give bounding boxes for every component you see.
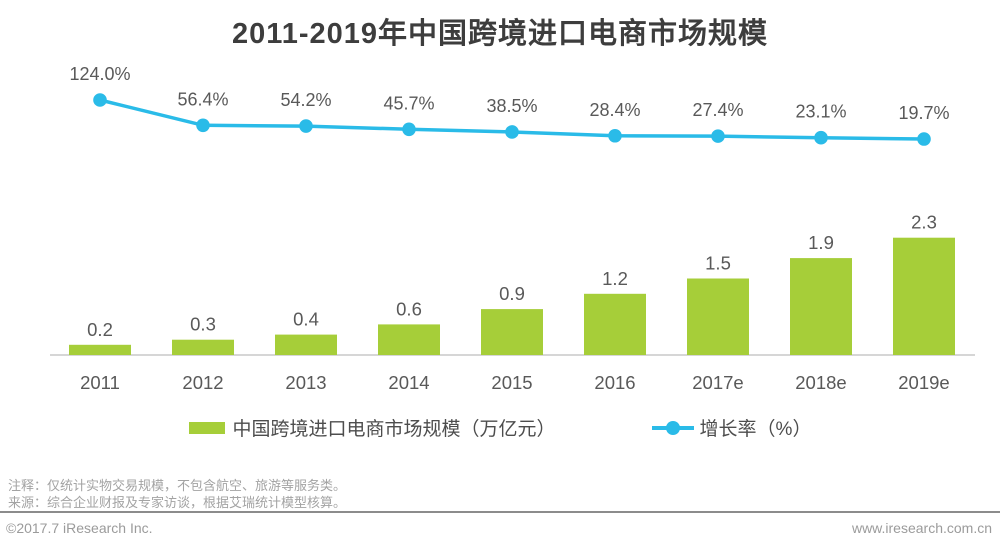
line-point-marker: [814, 130, 828, 145]
line-point-label: 28.4%: [589, 100, 640, 120]
bar: [893, 237, 955, 355]
x-axis-tick-label: 2017e: [692, 372, 743, 393]
note-line-2: 来源：综合企业财报及专家访谈，根据艾瑞统计模型核算。: [8, 495, 347, 510]
copyright-text: ©2017.7 iResearch Inc.: [6, 520, 153, 536]
line-point-label: 45.7%: [383, 93, 434, 113]
legend-item-bar-series: 中国跨境进口电商市场规模（万亿元）: [188, 414, 556, 441]
legend-bar-label: 中国跨境进口电商市场规模（万亿元）: [232, 419, 556, 440]
line-point-label: 56.4%: [177, 89, 228, 109]
line-point-marker: [608, 128, 622, 143]
bar: [790, 258, 852, 355]
note-line-1: 注释：仅统计实物交易规模，不包含航空、旅游等服务类。: [8, 478, 347, 493]
combo-chart-svg: 0.2 2011 0.3 2012 0.4 2013 0.6 2014 0.9 2015 1.2 20…: [50, 64, 975, 393]
line-point-marker: [299, 119, 313, 133]
bar: [275, 334, 337, 355]
line-point-label: 23.1%: [795, 102, 846, 122]
bar-value-label: 1.2: [602, 268, 628, 289]
x-axis-tick-label: 2016: [594, 372, 635, 393]
chart-area: 0.2 2011 0.3 2012 0.4 2013 0.6 2014 0.9 2015 1.2 20…: [50, 64, 975, 393]
bar: [481, 309, 543, 355]
x-axis-tick-label: 2011: [80, 372, 120, 393]
bar-value-label: 1.5: [705, 253, 731, 274]
x-axis-tick-label: 2018e: [795, 372, 846, 393]
bar-value-label: 2.3: [911, 212, 937, 233]
website-url: www.iresearch.com.cn: [851, 520, 992, 536]
line-point-marker: [402, 122, 416, 137]
line-point-marker: [196, 118, 210, 133]
bar-value-label: 0.3: [190, 314, 216, 335]
bar-value-label: 0.6: [396, 298, 422, 319]
bar: [172, 339, 234, 355]
chart-legend: 中国跨境进口电商市场规模（万亿元） 增长率（%）: [0, 414, 1000, 441]
line-point-label: 27.4%: [692, 100, 743, 120]
legend-line-label: 增长率（%）: [699, 419, 812, 440]
bar: [378, 324, 440, 355]
chart-notes: 注释：仅统计实物交易规模，不包含航空、旅游等服务类。 来源：综合企业财报及专家访…: [8, 477, 346, 511]
line-point-marker: [505, 125, 519, 139]
line-point-label: 19.7%: [898, 103, 949, 123]
line-swatch-marker: [665, 420, 680, 435]
footer-bar: ©2017.7 iResearch Inc. www.iresearch.com…: [0, 520, 1000, 536]
bar-series-swatch-icon: [188, 421, 225, 434]
bar: [584, 293, 646, 355]
legend-item-line-series: 增长率（%）: [651, 414, 812, 441]
line-point-label: 124.0%: [69, 64, 130, 84]
line-point-label: 38.5%: [486, 96, 537, 116]
chart-title: 2011-2019年中国跨境进口电商市场规模: [231, 18, 769, 50]
line-point-marker: [93, 93, 107, 107]
bar: [69, 344, 131, 355]
line-point-marker: [917, 132, 931, 146]
x-axis-tick-label: 2013: [285, 372, 326, 393]
x-axis-tick-label: 2015: [491, 372, 532, 393]
bar-value-label: 0.9: [499, 283, 525, 304]
line-point-marker: [711, 129, 725, 143]
line-point-label: 54.2%: [280, 90, 331, 110]
bar-value-label: 0.4: [293, 309, 319, 330]
bar: [687, 278, 749, 355]
x-axis-tick-label: 2012: [182, 372, 223, 393]
bar-value-label: 1.9: [808, 232, 834, 253]
x-axis-tick-label: 2014: [388, 372, 429, 393]
line-series-swatch-icon: [651, 420, 694, 435]
bar-value-label: 0.2: [87, 319, 113, 340]
x-axis-tick-label: 2019e: [898, 372, 949, 393]
footer-divider: [0, 511, 1000, 513]
